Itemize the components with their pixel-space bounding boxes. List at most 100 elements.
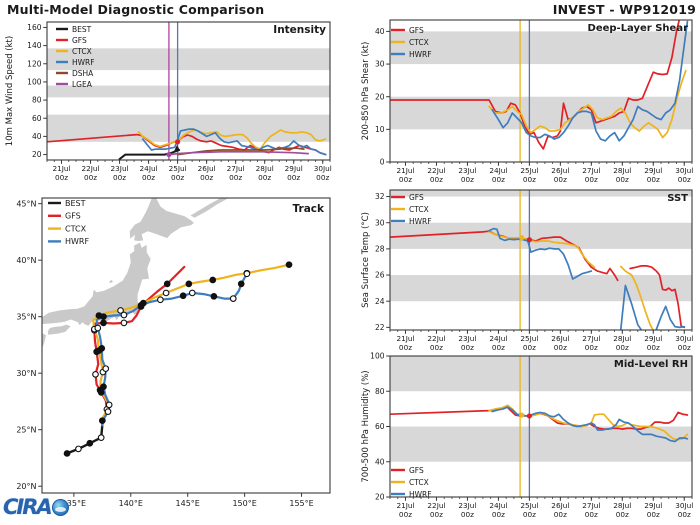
land-polygon [42, 242, 151, 326]
svg-text:00z: 00z [399, 343, 412, 352]
svg-text:0: 0 [380, 158, 385, 167]
panel-label-intensity: Intensity [273, 24, 326, 36]
legend-label-ctcx: CTCX [409, 205, 429, 214]
waypoint-filled [163, 280, 171, 288]
svg-text:00z: 00z [616, 510, 629, 519]
svg-text:22Jul: 22Jul [427, 334, 445, 343]
svg-text:00z: 00z [554, 510, 567, 519]
legend-label-hwrf: HWRF [409, 217, 432, 226]
ylabel-shear: 200-850 hPa Shear (kt) [361, 42, 371, 141]
ylabel-rh: 700-500 hPa Humidity (%) [361, 370, 371, 482]
ylabel-intensity: 10m Max Wind Speed (kt) [5, 36, 15, 146]
svg-text:24: 24 [375, 297, 385, 306]
legend-label-hwrf: HWRF [409, 490, 432, 499]
legend-label-best: BEST [72, 25, 92, 34]
svg-text:00z: 00z [430, 510, 443, 519]
waypoint-open [117, 307, 124, 314]
svg-text:00z: 00z [492, 343, 505, 352]
svg-text:26Jul: 26Jul [551, 501, 569, 510]
svg-text:00z: 00z [523, 175, 536, 184]
svg-text:28: 28 [375, 244, 385, 253]
svg-text:30: 30 [375, 218, 385, 227]
track-best [65, 424, 104, 455]
svg-text:00z: 00z [523, 343, 536, 352]
svg-text:26Jul: 26Jul [551, 334, 569, 343]
waypoint-open [120, 311, 128, 319]
land-polygon [129, 199, 194, 241]
svg-text:00z: 00z [200, 173, 213, 182]
svg-text:135°E: 135°E [62, 499, 86, 508]
series-ctcx [488, 69, 687, 139]
shear-chart: 21Jul00z22Jul00z23Jul00z24Jul00z25Jul00z… [361, 19, 693, 184]
panel-label-track: Track [293, 203, 325, 215]
legend-label-hwrf: HWRF [72, 58, 95, 67]
svg-text:00z: 00z [616, 175, 629, 184]
series-hwrf [488, 227, 686, 330]
svg-text:28Jul: 28Jul [613, 334, 631, 343]
svg-text:22Jul: 22Jul [81, 164, 99, 173]
waypoint-filled [185, 280, 193, 288]
svg-text:29Jul: 29Jul [644, 166, 662, 175]
legend-label-gfs: GFS [409, 26, 424, 35]
svg-text:25°N: 25°N [16, 426, 36, 435]
svg-text:100: 100 [27, 78, 42, 87]
panel-label-sst: SST [667, 193, 688, 204]
svg-text:27Jul: 27Jul [227, 164, 245, 173]
svg-text:30°N: 30°N [16, 369, 36, 378]
svg-text:28Jul: 28Jul [613, 501, 631, 510]
svg-text:25Jul: 25Jul [520, 334, 538, 343]
svg-text:30Jul: 30Jul [675, 334, 693, 343]
svg-text:160: 160 [27, 23, 42, 32]
svg-text:00z: 00z [461, 343, 474, 352]
land-polygon [151, 198, 158, 204]
legend-label-ctcx: CTCX [72, 47, 92, 56]
series-hwrf [491, 20, 689, 142]
waypoint-open [162, 289, 170, 297]
storm-id-title: INVEST - WP912019 [552, 2, 696, 17]
legend-label-gfs: GFS [409, 193, 424, 202]
svg-text:24Jul: 24Jul [489, 334, 507, 343]
waypoint-filled [98, 344, 106, 352]
waypoint-filled [179, 292, 187, 300]
svg-text:00z: 00z [647, 510, 660, 519]
svg-text:27Jul: 27Jul [582, 501, 600, 510]
waypoint-open [120, 319, 128, 327]
svg-text:00z: 00z [616, 343, 629, 352]
svg-text:120: 120 [27, 59, 42, 68]
legend-label-gfs: GFS [65, 212, 81, 221]
legend-label-hwrf: HWRF [409, 50, 432, 59]
page-title: Multi-Model Diagnostic Comparison [7, 2, 265, 17]
series-hwrf [141, 128, 327, 156]
svg-text:30Jul: 30Jul [675, 501, 693, 510]
svg-text:27Jul: 27Jul [582, 334, 600, 343]
panel-label-rh: Mid-Level RH [614, 359, 688, 370]
svg-text:00z: 00z [430, 343, 443, 352]
svg-text:60: 60 [375, 422, 385, 431]
svg-text:29Jul: 29Jul [285, 164, 303, 173]
svg-text:23Jul: 23Jul [458, 166, 476, 175]
svg-text:00z: 00z [316, 173, 329, 182]
svg-text:29Jul: 29Jul [644, 334, 662, 343]
svg-text:21Jul: 21Jul [396, 334, 414, 343]
svg-text:30Jul: 30Jul [314, 164, 332, 173]
svg-text:00z: 00z [84, 173, 97, 182]
intensity-chart: 21Jul00z22Jul00z23Jul00z24Jul00z25Jul00z… [5, 21, 332, 182]
waypoint-filled [98, 417, 106, 425]
svg-text:00z: 00z [461, 175, 474, 184]
waypoint-filled [86, 439, 94, 447]
svg-text:00z: 00z [171, 173, 184, 182]
svg-text:140: 140 [27, 41, 42, 50]
svg-text:00z: 00z [678, 175, 691, 184]
svg-text:22Jul: 22Jul [427, 166, 445, 175]
svg-text:80: 80 [32, 96, 42, 105]
svg-text:40: 40 [375, 27, 385, 36]
svg-text:20°N: 20°N [16, 482, 36, 491]
sst-chart: 21Jul00z22Jul00z23Jul00z24Jul00z25Jul00z… [361, 189, 693, 352]
svg-text:00z: 00z [523, 510, 536, 519]
svg-text:00z: 00z [647, 343, 660, 352]
svg-text:32: 32 [375, 192, 385, 201]
waypoint-filled [100, 319, 107, 327]
legend-label-hwrf: HWRF [65, 237, 89, 246]
svg-text:60: 60 [32, 114, 42, 123]
svg-text:25Jul: 25Jul [520, 501, 538, 510]
